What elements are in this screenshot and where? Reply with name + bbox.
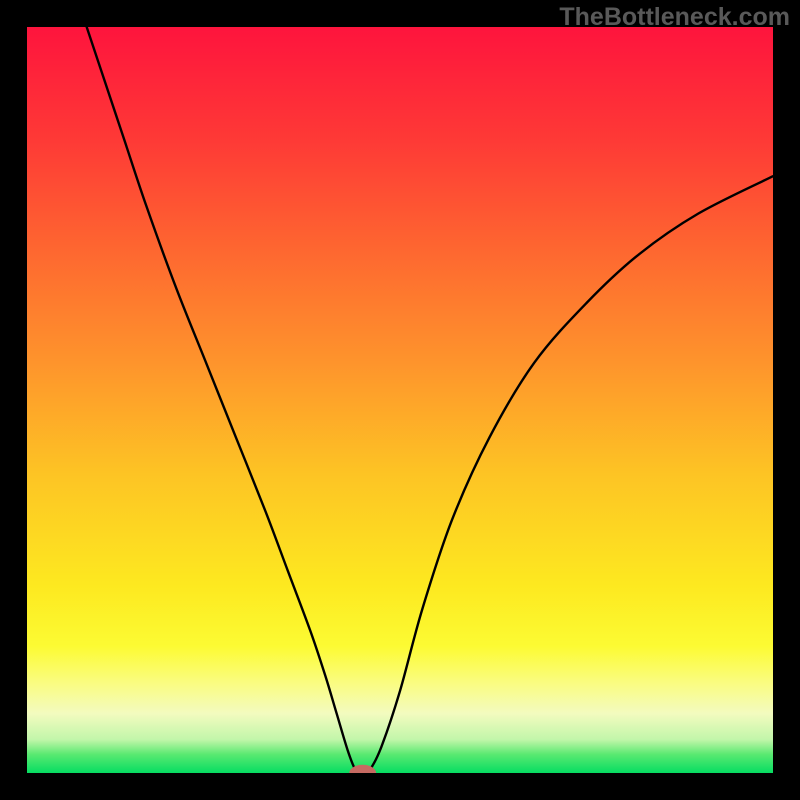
watermark-text: TheBottleneck.com [559, 3, 790, 32]
gradient-background [27, 27, 773, 773]
bottleneck-chart [0, 0, 800, 800]
plot-area [27, 27, 773, 781]
